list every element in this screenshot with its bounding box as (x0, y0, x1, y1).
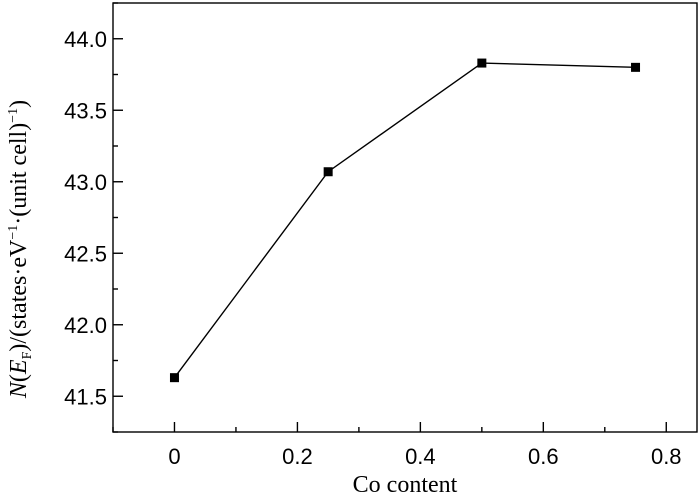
series-line (173, 62, 636, 379)
data-point-marker (323, 167, 333, 177)
x-tick-label: 0.6 (528, 444, 559, 469)
y-axis-title: N(EF)/(states·eV−1·(unit cell)−1) (6, 100, 35, 399)
y-tick-label: 43.5 (64, 98, 107, 123)
data-point-marker (169, 373, 179, 383)
y-title-e: E (6, 359, 32, 375)
x-tick-label: 0 (168, 444, 180, 469)
x-tick-label: 0.4 (405, 444, 436, 469)
y-title-sup2: −1 (6, 108, 21, 123)
data-point-marker (477, 58, 487, 68)
y-tick-label: 42.5 (64, 241, 107, 266)
y-tick-label: 44.0 (64, 27, 107, 52)
data-point-marker (631, 62, 641, 72)
ticks (112, 2, 667, 433)
y-title-n: N (6, 380, 32, 399)
x-tick-label: 0.2 (282, 444, 313, 469)
y-tick-label: 43.0 (64, 170, 107, 195)
y-title-sup1: −1 (6, 225, 21, 240)
axes (112, 2, 698, 433)
y-tick-label: 42.0 (64, 313, 107, 338)
y-title-close: ) (6, 100, 32, 108)
series (169, 58, 641, 383)
y-title-paren: ( (6, 374, 32, 382)
tick-labels: 0 0.2 0.4 0.6 0.8 41.5 42.0 42.5 43.0 43.5 44.0 (64, 27, 681, 469)
y-title-rest2: ·(unit cell) (6, 123, 32, 225)
plot-frame (112, 2, 698, 433)
x-tick-label: 0.8 (651, 444, 682, 469)
y-title-rest: )/(states·eV (6, 239, 32, 352)
y-title-sub: F (20, 351, 35, 359)
x-axis-title: Co content (353, 472, 458, 498)
y-tick-label: 41.5 (64, 384, 107, 409)
